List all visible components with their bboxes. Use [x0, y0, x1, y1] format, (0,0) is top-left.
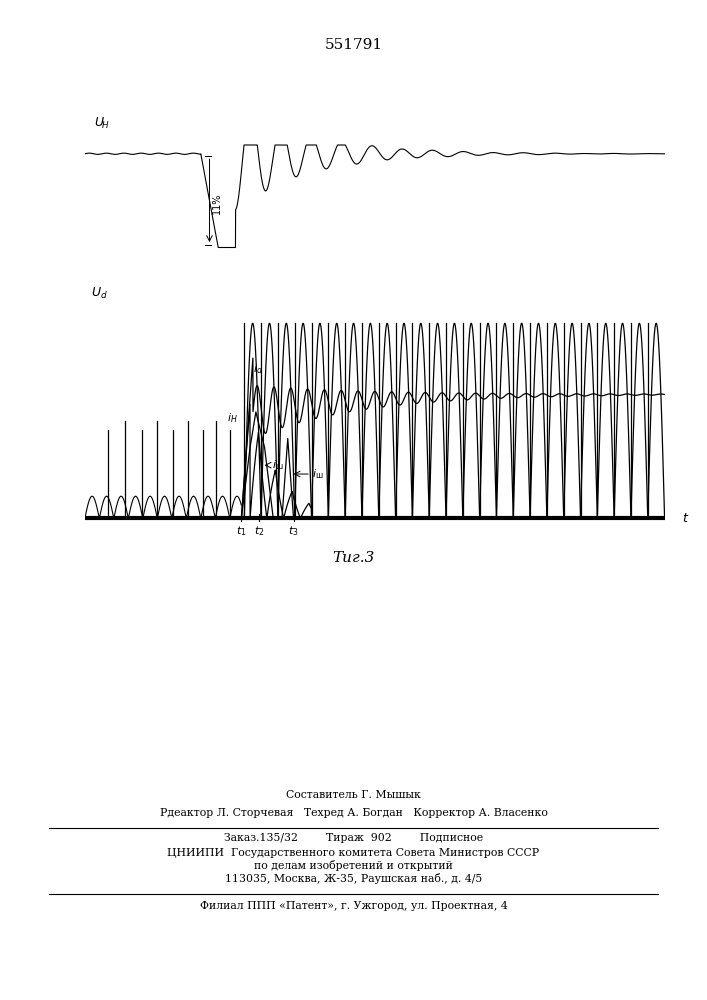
Text: $U_{\!H}$: $U_{\!H}$	[93, 116, 110, 131]
Text: Τиг.3: Τиг.3	[332, 551, 375, 565]
Text: $i_d$: $i_d$	[253, 362, 263, 376]
Text: $i_H$: $i_H$	[227, 411, 238, 425]
Text: $U_d$: $U_d$	[90, 286, 107, 301]
Text: 113035, Москва, Ж-35, Раушская наб., д. 4/5: 113035, Москва, Ж-35, Раушская наб., д. …	[225, 873, 482, 884]
Text: ЦНИИПИ  Государственного комитета Совета Министров СССР: ЦНИИПИ Государственного комитета Совета …	[168, 848, 539, 858]
Text: Составитель Г. Мышык: Составитель Г. Мышык	[286, 790, 421, 800]
Text: по делам изобретений и открытий: по делам изобретений и открытий	[254, 860, 453, 871]
Text: $t_2$: $t_2$	[254, 524, 264, 538]
Text: Рдеактор Л. Сторчевая   Техред А. Богдан   Корректор А. Власенко: Рдеактор Л. Сторчевая Техред А. Богдан К…	[160, 808, 547, 818]
Text: $t_1$: $t_1$	[236, 524, 247, 538]
Text: $i_{\text{ш}}$: $i_{\text{ш}}$	[312, 467, 324, 481]
Text: 551791: 551791	[325, 38, 382, 52]
Text: Заказ.135/32        Тираж  902        Подписное: Заказ.135/32 Тираж 902 Подписное	[224, 833, 483, 843]
Text: $t$: $t$	[682, 512, 689, 525]
Text: $t_3$: $t_3$	[288, 524, 299, 538]
Text: $i_{\text{ш}}$: $i_{\text{ш}}$	[271, 458, 283, 472]
Text: Филиал ППП «Патент», г. Ужгород, ул. Проектная, 4: Филиал ППП «Патент», г. Ужгород, ул. Про…	[199, 901, 508, 911]
Text: 11%: 11%	[212, 193, 223, 214]
